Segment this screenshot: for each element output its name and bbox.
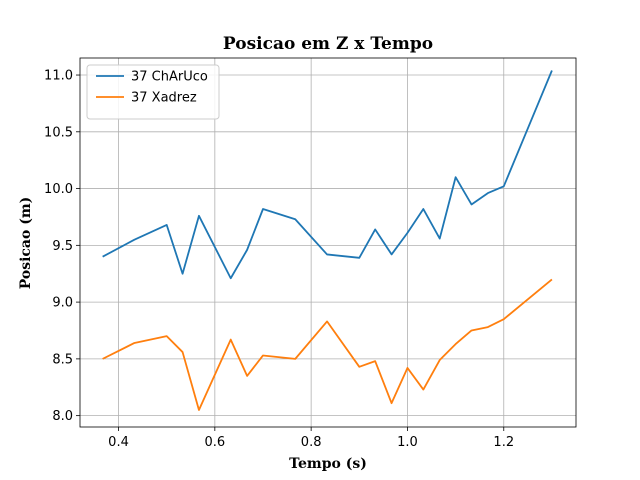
axis-ticks: 0.4 0.6 0.8 1.0 1.2 8.0 8.5 9.0 9.5 10.0 10.5 11.0 xyxy=(44,69,514,450)
chart-title: Posicao em Z x Tempo xyxy=(223,34,433,54)
x-axis-label: Tempo (s) xyxy=(289,456,367,472)
grid-lines xyxy=(80,58,576,427)
legend-label-1: 37 ChArUco xyxy=(131,70,208,85)
x-tick-label: 0.4 xyxy=(108,435,129,450)
x-tick-label: 0.8 xyxy=(301,435,322,450)
y-tick-label: 10.0 xyxy=(44,182,73,197)
y-axis-label: Posicao (m) xyxy=(18,197,34,290)
x-tick-label: 1.0 xyxy=(397,435,418,450)
series-lines xyxy=(102,70,553,411)
y-tick-label: 10.5 xyxy=(44,125,73,140)
series-line-2 xyxy=(102,278,553,411)
legend: 37 ChArUco 37 Xadrez xyxy=(86,64,220,120)
y-tick-label: 8.0 xyxy=(52,409,73,424)
y-tick-label: 11.0 xyxy=(44,69,73,84)
y-tick-label: 9.5 xyxy=(52,239,73,254)
y-tick-label: 9.0 xyxy=(52,296,73,311)
x-tick-label: 0.6 xyxy=(204,435,225,450)
y-tick-label: 8.5 xyxy=(52,352,73,367)
plot-frame xyxy=(79,57,577,428)
series-line-1 xyxy=(102,70,553,280)
legend-label-2: 37 Xadrez xyxy=(131,91,197,106)
legend-box xyxy=(86,64,220,120)
x-tick-label: 1.2 xyxy=(493,435,514,450)
